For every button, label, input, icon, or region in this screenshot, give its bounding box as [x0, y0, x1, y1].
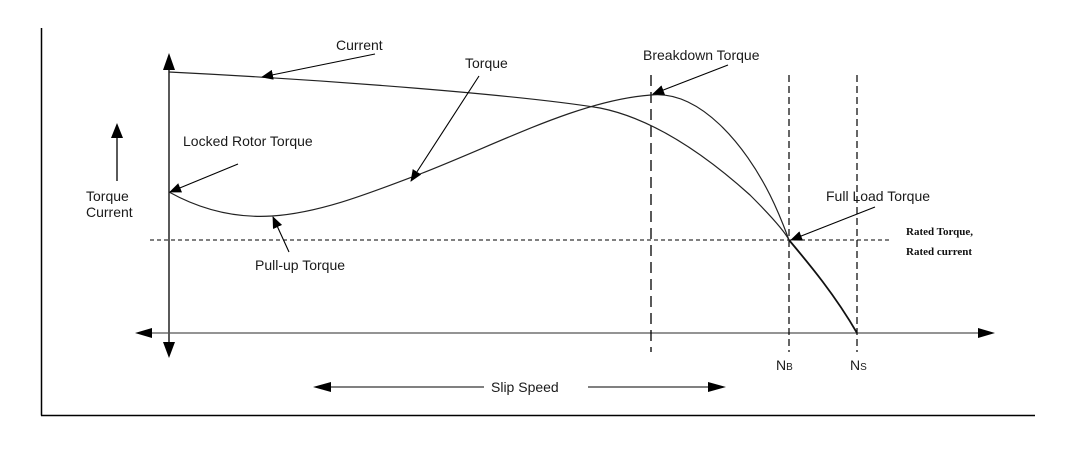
y-axis — [163, 53, 175, 358]
x-axis — [135, 328, 995, 338]
y-label-arrow — [111, 123, 123, 181]
slip-left-arrow-icon — [313, 382, 331, 392]
x-axis-left-arrow-icon — [135, 328, 152, 338]
full-load-to-synchronous-curve — [788, 239, 858, 334]
figure-frame — [40, 28, 1035, 417]
y-axis-label-torque: Torque — [86, 188, 129, 204]
rated-torque-label: Rated Torque, — [906, 226, 973, 238]
breakdown-pointer-arrow-icon — [652, 64, 729, 95]
torque-curve — [168, 94, 790, 241]
nb-tick-label: NB — [776, 357, 793, 373]
locked-rotor-torque-label: Locked Rotor Torque — [183, 133, 313, 149]
full-load-pointer-arrow-icon — [790, 206, 876, 241]
y-axis-down-arrow-icon — [163, 342, 175, 358]
annotation-arrows — [169, 53, 876, 253]
torque-label: Torque — [465, 55, 508, 71]
slip-speed-arrow — [313, 382, 726, 392]
current-curve — [168, 71, 790, 241]
slip-right-arrow-icon — [708, 382, 726, 392]
pull-up-torque-label: Pull-up Torque — [255, 257, 345, 273]
torque-pointer-arrow-icon — [410, 75, 480, 182]
breakdown-torque-label: Breakdown Torque — [643, 47, 760, 63]
up-arrow-icon — [111, 123, 123, 138]
full-load-torque-label: Full Load Torque — [826, 188, 930, 204]
current-pointer-arrow-icon — [261, 53, 376, 80]
locked-rotor-pointer-arrow-icon — [169, 163, 239, 193]
current-label: Current — [336, 37, 383, 53]
ns-tick-label: NS — [850, 357, 867, 373]
rated-current-label: Rated current — [906, 246, 972, 258]
y-axis-label-current: Current — [86, 204, 133, 220]
y-axis-up-arrow-icon — [163, 53, 175, 70]
slip-speed-label: Slip Speed — [491, 379, 559, 395]
pull-up-pointer-arrow-icon — [272, 216, 290, 253]
x-axis-right-arrow-icon — [978, 328, 995, 338]
